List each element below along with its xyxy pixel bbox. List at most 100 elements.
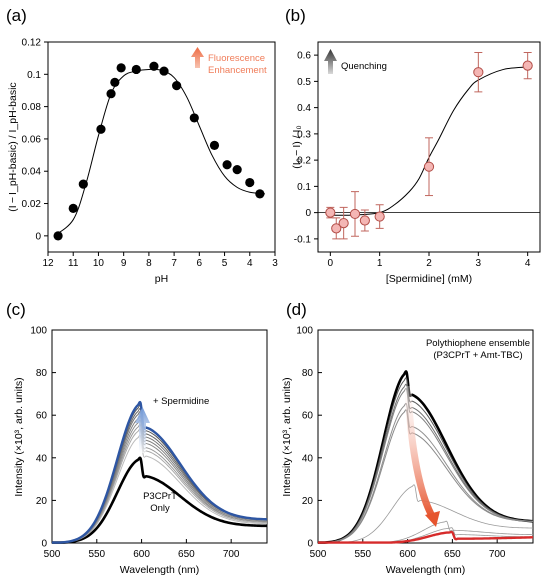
increase-arrow-icon xyxy=(135,407,150,453)
x-tick-label: 1 xyxy=(377,258,383,269)
panel-label: (c) xyxy=(6,300,26,319)
series-line xyxy=(318,409,534,544)
x-tick-label: 650 xyxy=(178,549,195,560)
data-point xyxy=(68,203,78,213)
annotation-line-2: Enhancement xyxy=(208,65,267,76)
data-point xyxy=(473,67,484,78)
y-tick-label: 20 xyxy=(302,496,314,507)
data-point xyxy=(53,231,63,241)
x-tick-label: 8 xyxy=(146,258,152,269)
y-tick-label: 100 xyxy=(30,326,47,337)
y-tick-label: 0 xyxy=(305,208,311,219)
data-point xyxy=(522,60,533,71)
y-tick-label: 40 xyxy=(302,453,314,464)
y-tick-label: 0.12 xyxy=(22,38,42,49)
data-point xyxy=(255,189,265,199)
data-point xyxy=(96,124,106,134)
data-point xyxy=(325,207,336,218)
data-point xyxy=(116,63,126,73)
series-line xyxy=(52,456,268,544)
y-tick-label: 60 xyxy=(36,411,48,422)
annotation-bottom-line-1: P3CPrT xyxy=(143,491,177,502)
x-tick-label: 12 xyxy=(42,258,54,269)
x-tick-label: 9 xyxy=(121,258,127,269)
data-point xyxy=(359,215,370,226)
data-point xyxy=(189,113,199,123)
x-tick-label: 550 xyxy=(88,549,105,560)
fit-curve xyxy=(53,68,265,237)
panel-a: (a) 12 11 10 9 8 7 6 5 4 3 0 0.02 0.04 0.06 0.08 0.1 0.12… xyxy=(6,6,278,285)
annotation-line-1: Polythiophene ensemble xyxy=(426,338,530,349)
x-tick-label: 600 xyxy=(399,549,416,560)
y-tick-label: 20 xyxy=(36,496,48,507)
data-point xyxy=(209,140,220,150)
plot-frame xyxy=(47,41,276,253)
data-point xyxy=(374,211,385,222)
panel-label: (a) xyxy=(6,6,27,25)
annotation: Quenching xyxy=(341,61,387,72)
y-tick-label: 0.2 xyxy=(297,156,311,167)
y-tick-label: 0.1 xyxy=(297,182,311,193)
panel-label: (d) xyxy=(286,300,307,319)
annotation-line-2: (P3CPrT + Amt-TBC) xyxy=(433,350,522,361)
y-tick-label: 80 xyxy=(36,368,48,379)
series-line xyxy=(318,387,534,544)
data-point xyxy=(222,160,232,170)
x-tick-label: 700 xyxy=(223,549,240,560)
data-point xyxy=(110,77,120,87)
x-tick-label: 2 xyxy=(426,258,432,269)
data-point xyxy=(106,89,116,99)
series-line xyxy=(52,408,268,544)
y-axis-label: (I₀ − I) / I₀ xyxy=(291,125,303,169)
panel-b: (b) 0 1 2 3 4 -0.1 0 0.1 0.2 0.3 0.4 0.5 0.6 [Spermidi… xyxy=(285,6,541,285)
y-tick-label: 0.02 xyxy=(22,199,42,210)
y-tick-label: 0.04 xyxy=(22,167,42,178)
data-point xyxy=(338,218,349,229)
series-line xyxy=(52,404,268,544)
y-axis-label: Intensity (×10³, arb. units) xyxy=(13,377,25,496)
y-tick-label: 0.08 xyxy=(22,102,42,113)
data-point xyxy=(131,64,141,75)
data-point xyxy=(149,61,159,71)
y-tick-label: 0 xyxy=(35,231,41,242)
data-point xyxy=(245,177,255,188)
decrease-arrow-head-icon xyxy=(425,511,440,527)
x-tick-label: 3 xyxy=(272,258,278,269)
x-tick-label: 500 xyxy=(44,549,61,560)
y-tick-label: 40 xyxy=(36,453,48,464)
decrease-arrow-icon xyxy=(404,385,436,518)
x-tick-label: 5 xyxy=(222,258,228,269)
y-tick-label: -0.1 xyxy=(294,234,312,245)
series-line xyxy=(52,400,268,544)
x-tick-label: 10 xyxy=(93,258,105,269)
x-axis-label: Wavelength (nm) xyxy=(386,564,466,576)
y-axis-label: (I − I_pH-basic) / I_pH-basic xyxy=(7,82,19,211)
panel-d: (d) 500 550 600 650 700 0 20 40 60 80 100 Wavelength… xyxy=(281,300,534,576)
annotation-top: + Spermidine xyxy=(153,396,209,407)
enhancement-arrow-icon xyxy=(191,47,204,68)
data-point xyxy=(232,165,242,175)
y-tick-label: 0 xyxy=(307,539,313,550)
y-tick-label: 0.3 xyxy=(297,129,311,140)
y-tick-label: 0.06 xyxy=(22,134,42,145)
x-tick-label: 550 xyxy=(354,549,371,560)
y-axis-label: Intensity (×10³, arb. units) xyxy=(281,377,293,496)
panel-label: (b) xyxy=(285,6,306,25)
y-tick-label: 0.5 xyxy=(297,77,311,88)
series-line xyxy=(318,402,534,544)
data-point xyxy=(78,179,88,189)
data-point xyxy=(331,223,342,234)
x-tick-label: 650 xyxy=(444,549,461,560)
panel-c: (c) 500 550 600 650 700 0 20 40 60 80 100 Wavelength… xyxy=(6,300,268,576)
y-tick-label: 100 xyxy=(296,326,313,337)
x-tick-label: 4 xyxy=(525,258,531,269)
x-tick-label: 6 xyxy=(197,258,203,269)
series-line xyxy=(52,428,268,544)
data-point xyxy=(159,66,169,76)
data-point xyxy=(349,208,361,220)
x-axis-label: pH xyxy=(155,273,168,285)
data-point xyxy=(423,161,435,172)
annotation-bottom-line-2: Only xyxy=(150,503,170,514)
y-tick-label: 80 xyxy=(302,368,314,379)
